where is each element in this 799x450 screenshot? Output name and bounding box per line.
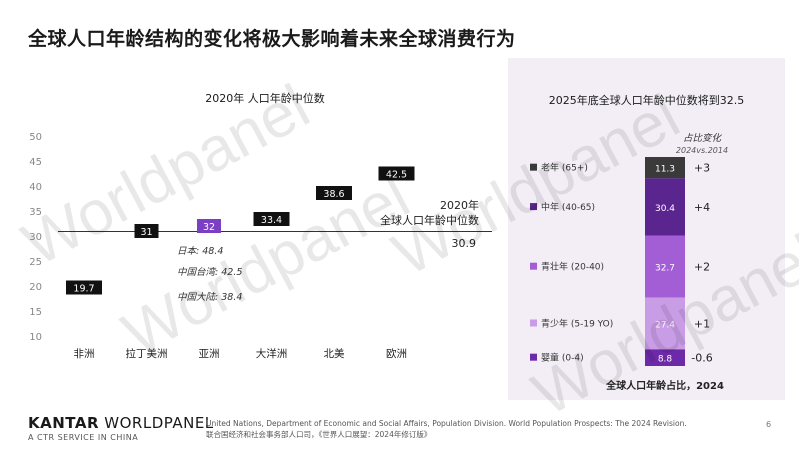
- change-subheader: 2024vs.2014: [676, 146, 728, 155]
- legend-label: 婴童 (0-4): [541, 352, 584, 364]
- source-cn: 联合国经济和社会事务部人口司，《世界人口展望：2024年修订版》: [206, 430, 432, 439]
- x-tick-label: 亚洲: [199, 348, 220, 360]
- value-label: 31: [140, 227, 152, 238]
- stack-segment: [645, 178, 685, 236]
- change-value: +2: [694, 261, 710, 274]
- value-label: 33.4: [261, 215, 282, 226]
- legend-swatch: [530, 203, 537, 211]
- y-tick-label: 30: [29, 232, 42, 243]
- change-value: -0.6: [691, 352, 712, 365]
- y-tick-label: 50: [29, 132, 42, 143]
- value-marker: [197, 219, 221, 233]
- value-marker: [66, 280, 102, 295]
- y-tick-label: 10: [29, 332, 42, 343]
- annotation: 中国大陆: 38.4: [177, 292, 242, 303]
- legend-label: 青壮年 (20-40): [541, 261, 604, 273]
- y-tick-label: 15: [29, 307, 42, 318]
- value-label: 38.6: [323, 189, 344, 200]
- stack-segment: [645, 235, 685, 298]
- change-header: 占比变化: [683, 132, 723, 144]
- legend-swatch: [530, 262, 537, 270]
- x-tick-label: 拉丁美洲: [126, 347, 168, 360]
- brand-subtitle: A CTR SERVICE IN CHINA: [28, 433, 139, 442]
- segment-value-label: 32.7: [655, 264, 675, 274]
- legend-label: 老年 (65+): [541, 162, 588, 174]
- value-marker: [253, 212, 290, 226]
- segment-value-label: 30.4: [655, 204, 675, 214]
- legend-swatch: [530, 319, 537, 327]
- segment-value-label: 27.4: [655, 320, 675, 330]
- annotation: 日本: 48.4: [177, 246, 223, 257]
- x-tick-label: 北美: [324, 347, 345, 360]
- value-label: 19.7: [73, 284, 94, 295]
- value-label: 32: [203, 222, 215, 233]
- stack-segment: [645, 297, 685, 350]
- age-structure-chart: 占比变化 2024vs.2014 11.3 老年 (65+) +3 30.4 中年 (40-…: [530, 132, 728, 392]
- page-number: 6: [766, 420, 772, 429]
- left-chart-title: 2020年 人口年龄中位数: [205, 92, 325, 105]
- source-en: United Nations, Department of Economic a…: [206, 419, 687, 428]
- change-value: +4: [694, 201, 710, 214]
- source-note: United Nations, Department of Economic a…: [206, 418, 687, 440]
- change-value: +1: [694, 317, 710, 330]
- page-title: 全球人口年龄结构的变化将极大影响着未来全球消费行为: [28, 28, 516, 50]
- stack-segment: [645, 157, 685, 179]
- annotation: 中国台湾: 42.5: [177, 266, 242, 278]
- x-tick-label: 非洲: [74, 348, 95, 360]
- y-tick-label: 45: [29, 157, 42, 168]
- right-chart-title: 2025年底全球人口年龄中位数将到32.5: [548, 94, 745, 107]
- stack-segment: [645, 349, 685, 366]
- y-tick-label: 35: [29, 207, 42, 218]
- reference-label: 全球人口年龄中位数: [380, 213, 479, 227]
- legend-swatch: [530, 163, 537, 171]
- x-tick-label: 大洋洲: [256, 347, 288, 360]
- y-tick-label: 20: [29, 282, 42, 293]
- value-marker: [134, 224, 159, 238]
- legend-label: 青少年 (5-19 YO): [541, 317, 613, 329]
- value-marker: [316, 186, 352, 200]
- x-axis-label: 全球人口年龄占比，2024: [605, 379, 724, 392]
- value-label: 42.5: [386, 170, 407, 181]
- x-tick-label: 欧洲: [386, 348, 407, 360]
- segment-value-label: 11.3: [655, 165, 675, 175]
- value-marker: [378, 166, 415, 181]
- segment-value-label: 8.8: [658, 355, 673, 365]
- change-value: +3: [694, 162, 710, 175]
- reference-label: 2020年: [440, 198, 479, 212]
- y-tick-label: 40: [29, 182, 42, 193]
- y-tick-label: 25: [29, 257, 42, 268]
- reference-value: 30.9: [452, 237, 477, 250]
- legend-label: 中年 (40-65): [541, 201, 595, 213]
- brand-logo: KANTAR WORLDPANEL: [28, 414, 214, 432]
- legend-swatch: [530, 353, 537, 361]
